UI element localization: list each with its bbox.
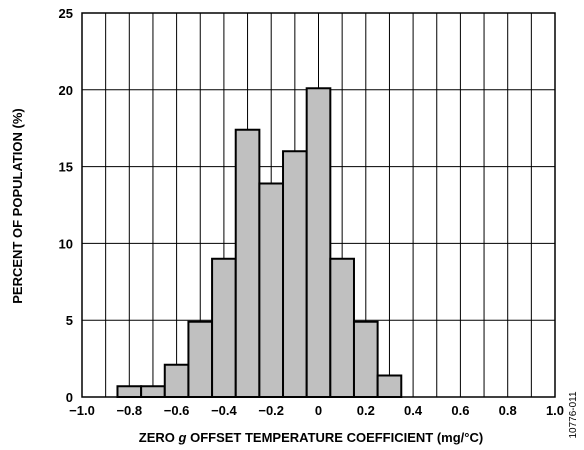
x-tick-label: −0.8 [116, 403, 142, 418]
y-tick-labels: 0 5 10 15 20 25 [59, 6, 73, 405]
plot-frame [81, 12, 556, 398]
y-tick-label: 20 [59, 83, 73, 98]
histogram-bar-3 [163, 363, 190, 398]
figure-id: 10776-011 [568, 391, 579, 439]
x-tick-label: 0.4 [404, 403, 423, 418]
histogram-bar-10 [329, 257, 355, 399]
x-tick-label: 0.6 [451, 403, 469, 418]
y-tick-label: 0 [66, 390, 73, 405]
x-tick-label: 1.0 [546, 403, 564, 418]
x-tick-label: −0.4 [211, 403, 237, 418]
y-tick-label: 15 [59, 160, 73, 175]
y-tick-label: 25 [59, 6, 73, 21]
x-tick-label: 0.2 [357, 403, 375, 418]
y-axis-label: PERCENT OF POPULATION (%) [10, 108, 25, 303]
histogram-bar-7 [258, 182, 285, 398]
y-tick-label: 10 [59, 236, 73, 251]
x-tick-label: −0.6 [164, 403, 190, 418]
x-tick-label: −0.2 [258, 403, 284, 418]
x-axis-label: ZERO g OFFSET TEMPERATURE COEFFICIENT (m… [139, 430, 483, 445]
histogram-bar-12 [376, 374, 403, 399]
x-tick-labels: −1.0 −0.8 −0.6 −0.4 −0.2 0 0.2 0.4 0.6 0.8 1.0 [69, 403, 564, 418]
x-tick-label: 0.8 [499, 403, 517, 418]
histogram-bars [116, 87, 403, 399]
histogram-bar-2 [140, 385, 166, 398]
histogram-bar-1 [116, 385, 143, 398]
histogram-bar-11 [352, 320, 379, 398]
grid-lines [82, 13, 555, 397]
histogram-bar-5 [211, 257, 237, 399]
histogram-bar-4 [187, 320, 214, 398]
histogram-bar-8 [282, 150, 308, 398]
histogram-bar-9 [305, 87, 332, 398]
y-tick-label: 5 [66, 313, 73, 328]
x-tick-label: 0 [315, 403, 322, 418]
x-tick-label: −1.0 [69, 403, 95, 418]
histogram-bar-6 [234, 128, 261, 398]
